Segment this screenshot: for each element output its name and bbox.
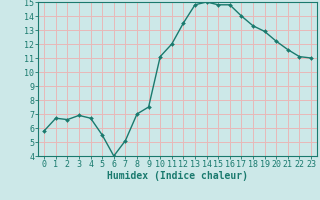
X-axis label: Humidex (Indice chaleur): Humidex (Indice chaleur) (107, 171, 248, 181)
